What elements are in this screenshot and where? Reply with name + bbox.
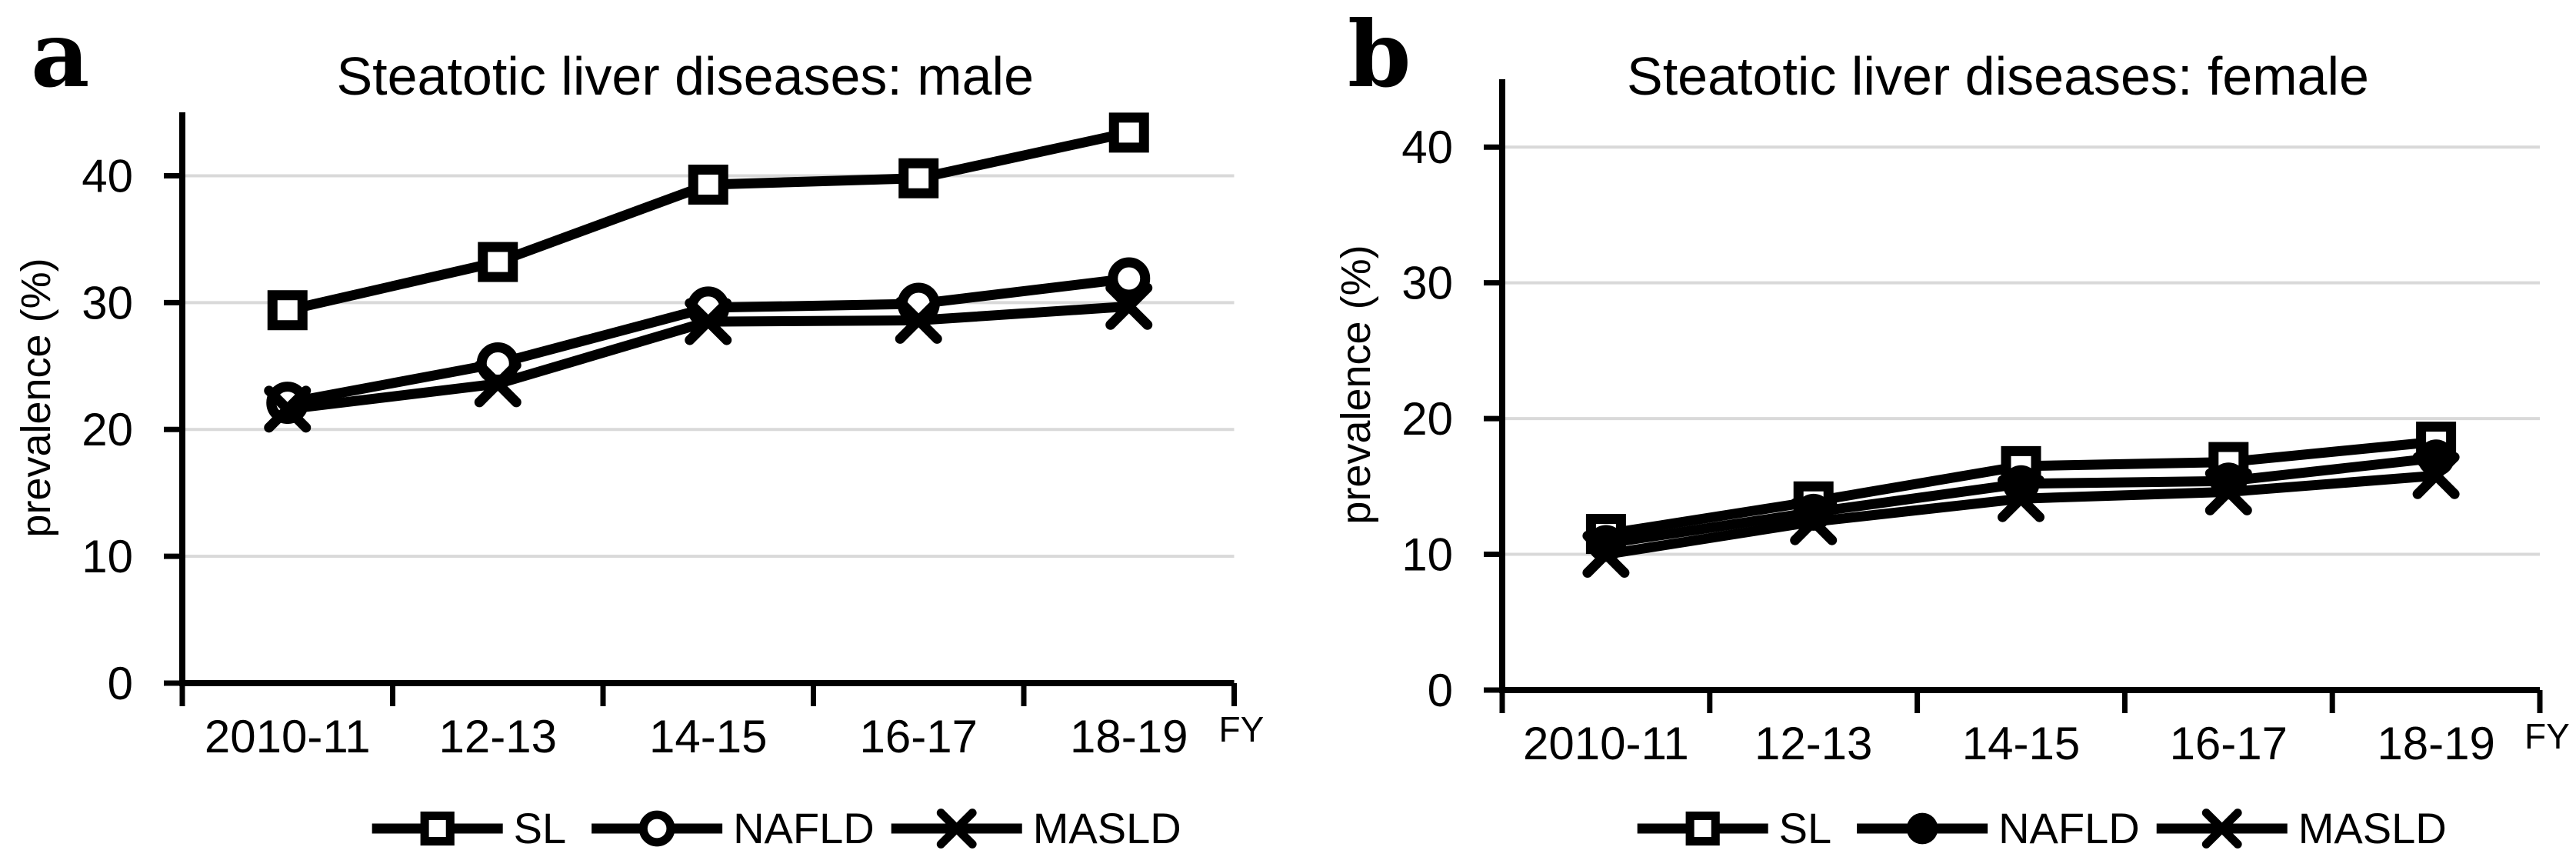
marker-nafld — [1108, 257, 1151, 300]
legend-marker-masld — [2201, 809, 2242, 849]
marker-masld — [1105, 282, 1153, 330]
x-tick-label: 14-15 — [1962, 718, 2080, 769]
x-tick-label: 16-17 — [2170, 718, 2288, 769]
marker-masld — [264, 385, 312, 433]
y-tick-label: 0 — [1428, 665, 1453, 716]
marker-masld — [474, 360, 522, 408]
x-axis-unit-label: FY — [2524, 716, 2570, 756]
x-axis-unit-label: FY — [1219, 709, 1265, 749]
panel-letter: b — [1348, 1, 1411, 108]
y-tick-label: 20 — [1401, 393, 1453, 445]
y-tick-label: 30 — [1401, 258, 1453, 309]
chart-title: Steatotic liver diseases: male — [336, 46, 1034, 106]
legend-label-masld: MASLD — [1033, 804, 1181, 852]
y-tick-label: 30 — [82, 277, 133, 328]
legend-marker-nafld — [638, 810, 675, 847]
marker-sl — [688, 164, 728, 205]
marker-sl — [898, 158, 939, 198]
legend-label-nafld: NAFLD — [1998, 804, 2140, 852]
marker-masld — [1998, 475, 2044, 522]
panel-b: 0 10 20 30 40 2010-11 12-13 14-15 16-17 18-19 FY St… — [1333, 1, 2570, 852]
x-tick-label: 12-13 — [439, 711, 557, 762]
legend-label-sl: SL — [1779, 804, 1832, 852]
legend-label-nafld: NAFLD — [733, 804, 875, 852]
y-tick-label: 10 — [1401, 529, 1453, 581]
legend-marker-sl — [1685, 811, 1720, 846]
legend-marker-sl — [420, 811, 455, 846]
legend-label-masld: MASLD — [2298, 804, 2447, 852]
y-tick-label: 10 — [82, 531, 133, 582]
marker-sl — [267, 290, 308, 331]
marker-masld — [895, 296, 942, 344]
legend-marker-masld — [936, 809, 977, 849]
y-tick-label: 40 — [1401, 122, 1453, 173]
y-tick-label: 40 — [82, 150, 133, 202]
panel-a: 0 10 20 30 40 2010-11 12-13 14-15 16-17 18-19 FY St… — [13, 1, 1264, 852]
x-tick-label: 12-13 — [1755, 718, 1872, 769]
marker-masld — [2412, 452, 2460, 499]
y-axis-label: prevalence (%) — [13, 258, 59, 537]
marker-sl — [478, 242, 518, 282]
x-tick-label: 18-19 — [1070, 711, 1188, 762]
legend-label-sl: SL — [514, 804, 567, 852]
x-tick-label: 14-15 — [649, 711, 767, 762]
y-tick-label: 20 — [82, 404, 133, 455]
marker-sl — [1108, 112, 1149, 153]
x-tick-label: 16-17 — [860, 711, 978, 762]
legend-marker-nafld — [1906, 812, 1938, 845]
panel-letter: a — [31, 1, 89, 108]
y-axis-label: prevalence (%) — [1333, 245, 1379, 524]
marker-masld — [685, 298, 732, 345]
marker-masld — [1790, 498, 1838, 545]
x-tick-label: 2010-11 — [1523, 718, 1689, 769]
y-tick-label: 0 — [108, 658, 133, 709]
chart-title: Steatotic liver diseases: female — [1627, 46, 2369, 106]
series-line-sl — [286, 128, 1131, 315]
marker-masld — [1582, 531, 1630, 579]
x-tick-label: 18-19 — [2377, 718, 2494, 769]
marker-masld — [2204, 468, 2252, 515]
x-tick-label: 2010-11 — [205, 711, 371, 762]
